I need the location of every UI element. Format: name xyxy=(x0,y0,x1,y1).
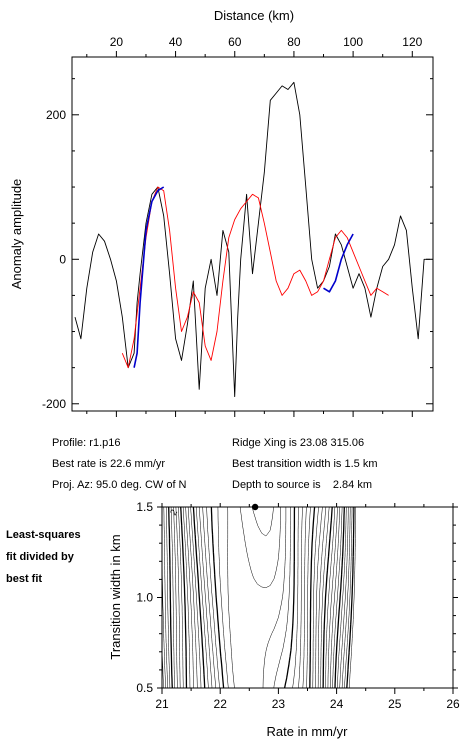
contour-line xyxy=(206,506,299,689)
contour-line xyxy=(210,506,296,689)
contour-line xyxy=(195,506,311,689)
contour-line xyxy=(180,506,333,689)
contour-line xyxy=(187,506,323,689)
side-label-line: Least-squares xyxy=(6,529,81,541)
contour-line xyxy=(348,507,356,689)
proj-text: Proj. Az: 95.0 deg. CW of N xyxy=(52,479,187,491)
side-label-line: best fit xyxy=(6,573,43,585)
contour-line xyxy=(170,506,343,689)
best-width-text: Best transition width is 1.5 km xyxy=(232,458,378,470)
contour-line xyxy=(198,506,307,689)
bottom-xtick-label: 24 xyxy=(330,697,344,711)
contour-line xyxy=(178,506,336,689)
bottom-ytick-group: 0.5 1.0 1.5 xyxy=(136,500,458,695)
contour-line xyxy=(217,506,291,689)
top-xtick-label: 40 xyxy=(169,35,183,49)
bottom-xtick-label: 23 xyxy=(272,697,286,711)
series-fit_segment_1 xyxy=(133,186,165,368)
contour-line xyxy=(239,506,281,588)
contour-line xyxy=(227,506,287,689)
best-rate-text: Best rate is 22.6 mm/yr xyxy=(52,458,166,470)
bottom-xtick-label: 26 xyxy=(446,697,460,711)
contour-line xyxy=(251,506,274,537)
bottom-xtick-group: 21 22 23 24 25 26 xyxy=(155,503,460,711)
contour-line xyxy=(163,506,349,689)
top-xlabel: Distance (km) xyxy=(214,8,294,23)
anomaly-chart: Distance (km) 20 40 60 80 100 120 -200 0 200 An… xyxy=(9,8,434,417)
top-ytick-group: -200 0 200 xyxy=(42,78,433,411)
contour-label: 2 xyxy=(168,508,179,517)
top-xtick-group: 20 40 60 80 100 120 xyxy=(86,35,423,417)
contour-line xyxy=(202,506,303,689)
bottom-xtick-label: 21 xyxy=(155,697,169,711)
contour-line xyxy=(161,506,353,689)
contour-line xyxy=(185,506,327,689)
series-fit_segment_2 xyxy=(323,233,354,293)
depth-text: Depth to source is 2.84 km xyxy=(232,479,373,491)
top-ylabel: Anomaly amplitude xyxy=(9,179,24,290)
bottom-ytick-label: 1.5 xyxy=(136,500,153,514)
profile-text: Profile: r1.p16 xyxy=(52,437,121,449)
bottom-ylabel: Transition width in km xyxy=(108,534,123,659)
bottom-xtick-label: 25 xyxy=(388,697,402,711)
contour-line xyxy=(182,506,330,689)
contour-line xyxy=(175,506,338,689)
contour-line xyxy=(346,507,355,689)
top-ytick-label: 200 xyxy=(46,108,66,122)
contour-line xyxy=(165,506,347,689)
bottom-xtick-label: 22 xyxy=(214,697,228,711)
top-series-group xyxy=(74,81,430,398)
top-xtick-label: 100 xyxy=(343,35,363,49)
top-xtick-label: 20 xyxy=(110,35,124,49)
top-xtick-label: 60 xyxy=(228,35,242,49)
series-observed xyxy=(74,81,430,398)
top-ytick-label: 0 xyxy=(59,252,66,266)
side-label: Least-squares fit divided by best fit xyxy=(6,524,81,590)
contour-lines xyxy=(161,506,356,689)
side-label-line: fit divided by xyxy=(6,551,74,563)
best-fit-marker xyxy=(251,503,259,511)
top-xtick-label: 120 xyxy=(402,35,422,49)
misfit-contour-chart: 21 22 23 24 25 26 0.5 1.0 1.5 Rate in mm/yr Tra… xyxy=(108,500,460,739)
bottom-ytick-label: 1.0 xyxy=(136,591,153,605)
series-model xyxy=(121,186,389,369)
ridge-text: Ridge Xing is 23.08 315.06 xyxy=(232,437,365,449)
contour-line xyxy=(161,507,351,689)
bottom-xlabel: Rate in mm/yr xyxy=(267,724,349,739)
contour-line xyxy=(173,506,341,689)
contour-line xyxy=(190,506,319,689)
contour-line xyxy=(168,506,345,689)
top-ytick-label: -200 xyxy=(42,397,66,411)
top-xtick-label: 80 xyxy=(287,35,301,49)
contour-line xyxy=(192,506,316,689)
bottom-ytick-label: 0.5 xyxy=(136,681,153,695)
top-plot-frame xyxy=(71,56,434,412)
